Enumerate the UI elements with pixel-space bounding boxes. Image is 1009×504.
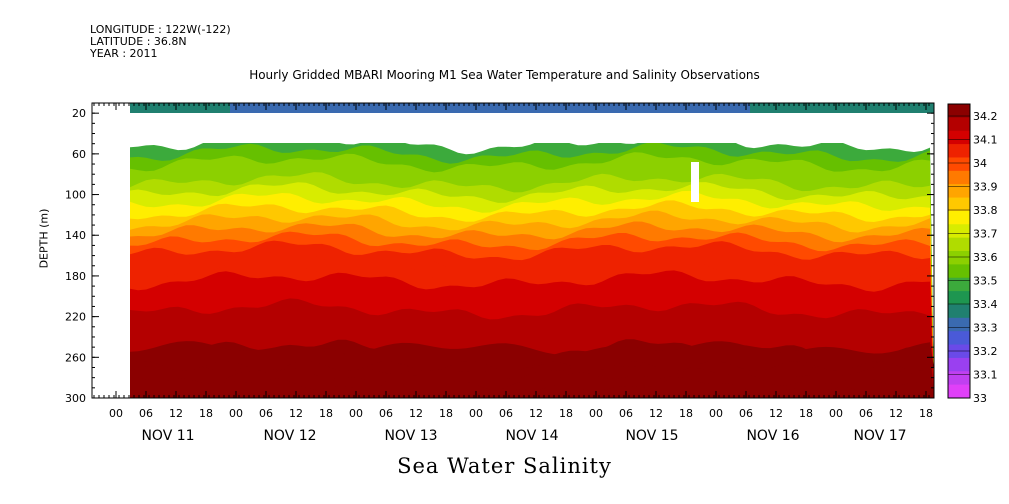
- y-tick-label: 220: [65, 311, 86, 324]
- chart-subtitle: Sea Water Salinity: [397, 454, 612, 478]
- x-day-label: NOV 15: [625, 428, 678, 444]
- x-hour-label: 18: [679, 407, 693, 420]
- colorbar-swatch: [948, 277, 970, 292]
- x-hour-label: 18: [319, 407, 333, 420]
- x-hour-label: 18: [439, 407, 453, 420]
- colorbar-swatch: [948, 170, 970, 185]
- colorbar-swatch: [948, 304, 970, 319]
- colorbar-label: 34.1: [973, 134, 998, 147]
- x-hour-label: 06: [139, 407, 153, 420]
- colorbar-label: 33.1: [973, 369, 998, 382]
- y-tick-label: 300: [65, 392, 86, 405]
- colorbar-swatch: [948, 291, 970, 305]
- colorbar-swatch: [948, 317, 970, 332]
- y-axis-title: DEPTH (m): [37, 208, 51, 269]
- x-hour-label: 00: [229, 407, 243, 420]
- x-hour-label: 06: [619, 407, 633, 420]
- colorbar-label: 33.4: [973, 298, 998, 311]
- plot-frame: [91, 102, 935, 399]
- colorbar-label: 33.7: [973, 228, 998, 241]
- x-hour-label: 12: [529, 407, 543, 420]
- colorbar-label: 34: [973, 157, 987, 170]
- colorbar-swatch: [948, 210, 970, 225]
- x-hour-label: 06: [259, 407, 273, 420]
- y-tick-label: 140: [65, 229, 86, 242]
- colorbar-swatch: [948, 357, 970, 372]
- x-hour-label: 18: [559, 407, 573, 420]
- colorbar-label: 33.9: [973, 181, 998, 194]
- x-hour-label: 18: [799, 407, 813, 420]
- x-hour-label: 00: [349, 407, 363, 420]
- deep-max-band: [130, 341, 934, 371]
- x-hour-label: 06: [859, 407, 873, 420]
- x-hour-label: 00: [589, 407, 603, 420]
- surface-strip-blue: [230, 103, 750, 113]
- x-day-label: NOV 14: [505, 428, 558, 444]
- contour-band: [130, 377, 934, 398]
- x-hour-label: 12: [169, 407, 183, 420]
- x-hour-label: 12: [289, 407, 303, 420]
- y-tick-label: 60: [72, 148, 86, 161]
- colorbar-swatch: [948, 237, 970, 252]
- colorbar-swatch: [948, 184, 970, 199]
- x-day-label: NOV 12: [263, 428, 316, 444]
- x-hour-label: 12: [889, 407, 903, 420]
- x-hour-label: 12: [649, 407, 663, 420]
- x-hour-label: 06: [739, 407, 753, 420]
- colorbar-label: 33.6: [973, 251, 998, 264]
- colorbar-swatch: [948, 344, 970, 359]
- x-hour-label: 18: [199, 407, 213, 420]
- colorbar-swatch: [948, 371, 970, 386]
- y-tick-label: 20: [72, 107, 86, 120]
- x-day-label: NOV 11: [141, 428, 194, 444]
- x-hour-label: 06: [499, 407, 513, 420]
- colorbar-swatch: [948, 104, 970, 118]
- colorbar-swatch: [948, 117, 970, 132]
- x-hour-label: 12: [409, 407, 423, 420]
- colorbar-label: 33.5: [973, 275, 998, 288]
- x-day-label: NOV 16: [746, 428, 799, 444]
- colorbar-label: 33.8: [973, 204, 998, 217]
- chart-title: Hourly Gridded MBARI Mooring M1 Sea Wate…: [249, 68, 760, 82]
- x-day-label: NOV 13: [384, 428, 437, 444]
- year-label: YEAR : 2011: [90, 47, 158, 60]
- latitude-label: LATITUDE : 36.8N: [90, 35, 187, 48]
- colorbar-swatch: [948, 144, 970, 158]
- x-hour-label: 18: [919, 407, 933, 420]
- colorbar-label: 33.3: [973, 322, 998, 335]
- colorbar-swatch: [948, 251, 970, 265]
- colorbar-swatch: [948, 197, 970, 212]
- colorbar-label: 33.2: [973, 345, 998, 358]
- x-hour-label: 00: [709, 407, 723, 420]
- colorbar-swatch: [948, 384, 970, 399]
- missing-data-gap: [691, 162, 699, 202]
- y-tick-label: 180: [65, 270, 86, 283]
- y-tick-label: 260: [65, 351, 86, 364]
- colorbar-label: 33: [973, 392, 987, 405]
- colorbar-label: 34.2: [973, 110, 998, 123]
- x-hour-label: 00: [829, 407, 843, 420]
- colorbar-swatch: [948, 130, 970, 145]
- colorbar-swatch: [948, 224, 970, 239]
- x-hour-label: 06: [379, 407, 393, 420]
- colorbar-swatch: [948, 331, 970, 346]
- x-hour-label: 00: [469, 407, 483, 420]
- longitude-label: LONGITUDE : 122W(-122): [90, 23, 231, 36]
- x-hour-label: 00: [109, 407, 123, 420]
- x-day-label: NOV 17: [853, 428, 906, 444]
- x-hour-label: 12: [769, 407, 783, 420]
- colorbar-swatch: [948, 157, 970, 172]
- colorbar-swatch: [948, 264, 970, 279]
- y-tick-label: 100: [65, 189, 86, 202]
